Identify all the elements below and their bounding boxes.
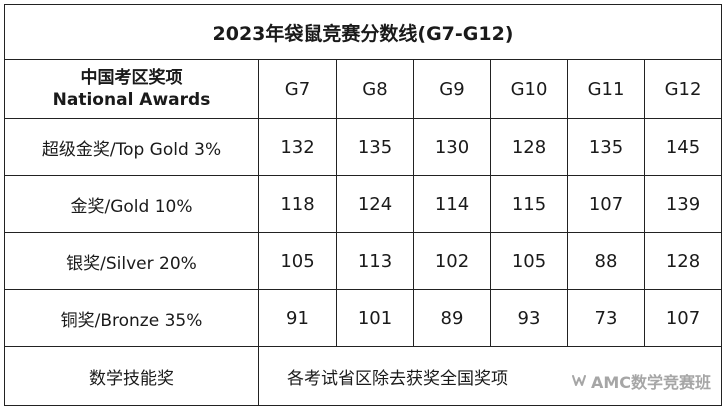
grade-header-g10: G10 bbox=[490, 59, 568, 119]
table-row-silver: 银奖/Silver 20% 105 113 102 105 88 128 bbox=[4, 232, 723, 290]
score-cell: 124 bbox=[336, 175, 414, 233]
score-cell: 102 bbox=[413, 232, 491, 290]
score-cell: 105 bbox=[258, 232, 337, 290]
score-cell: 105 bbox=[490, 232, 568, 290]
score-cell: 114 bbox=[413, 175, 491, 233]
score-cell: 107 bbox=[567, 175, 645, 233]
award-name: 数学技能奖 bbox=[4, 346, 259, 406]
grade-header-g9: G9 bbox=[413, 59, 491, 119]
score-cell: 113 bbox=[336, 232, 414, 290]
score-cell: 107 bbox=[643, 289, 723, 347]
wechat-channel-icon bbox=[571, 375, 586, 386]
score-cell: 139 bbox=[643, 175, 723, 233]
score-cell: 101 bbox=[336, 289, 414, 347]
table-row-bronze: 铜奖/Bronze 35% 91 101 89 93 73 107 bbox=[4, 289, 723, 347]
table-row-math-skill: 数学技能奖 各考试省区除去获奖全国奖项 bbox=[4, 346, 723, 406]
grade-header-g8: G8 bbox=[336, 59, 414, 119]
award-name: 铜奖/Bronze 35% bbox=[4, 289, 259, 347]
grade-header-g11: G11 bbox=[567, 59, 645, 119]
table-row-top-gold: 超级金奖/Top Gold 3% 132 135 130 128 135 145 bbox=[4, 118, 723, 176]
award-name: 金奖/Gold 10% bbox=[4, 175, 259, 233]
table-row-gold: 金奖/Gold 10% 118 124 114 115 107 139 bbox=[4, 175, 723, 233]
score-cell: 89 bbox=[413, 289, 491, 347]
header-row: 中国考区奖项 National Awards G7 G8 G9 G10 G11 … bbox=[4, 59, 723, 119]
award-header-zh: 中国考区奖项 bbox=[80, 68, 183, 88]
score-cell: 118 bbox=[258, 175, 337, 233]
score-cell: 73 bbox=[567, 289, 645, 347]
score-cell: 93 bbox=[490, 289, 568, 347]
score-cell: 91 bbox=[258, 289, 337, 347]
score-cell: 88 bbox=[567, 232, 645, 290]
score-cell: 115 bbox=[490, 175, 568, 233]
award-name: 银奖/Silver 20% bbox=[4, 232, 259, 290]
score-cell: 145 bbox=[643, 118, 723, 176]
footer-note: 各考试省区除去获奖全国奖项 bbox=[257, 346, 723, 406]
table-title: 2023年袋鼠竞赛分数线(G7-G12) bbox=[3, 4, 723, 60]
score-cell: 128 bbox=[490, 118, 568, 176]
title-row: 2023年袋鼠竞赛分数线(G7-G12) bbox=[3, 4, 723, 60]
score-cell: 130 bbox=[413, 118, 491, 176]
award-name: 超级金奖/Top Gold 3% bbox=[4, 118, 259, 176]
score-cell: 135 bbox=[336, 118, 414, 176]
grade-header-g12: G12 bbox=[643, 59, 723, 119]
award-header-en: National Awards bbox=[52, 90, 211, 110]
award-header: 中国考区奖项 National Awards bbox=[4, 59, 259, 119]
score-table: 2023年袋鼠竞赛分数线(G7-G12) 中国考区奖项 National Awa… bbox=[3, 4, 723, 406]
watermark: AMC数学竞赛班 bbox=[571, 369, 711, 393]
score-cell: 128 bbox=[643, 232, 723, 290]
score-cell: 135 bbox=[567, 118, 645, 176]
score-cell: 132 bbox=[258, 118, 337, 176]
grade-header-g7: G7 bbox=[258, 59, 337, 119]
watermark-text: AMC数学竞赛班 bbox=[590, 373, 711, 392]
